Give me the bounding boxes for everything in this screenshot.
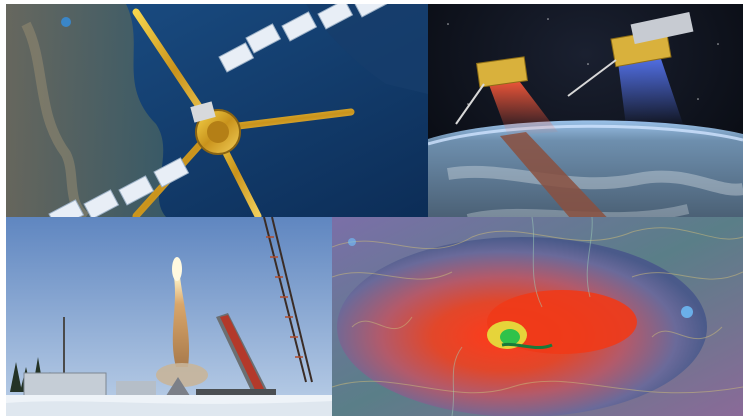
satellite-coastline-illustration bbox=[6, 4, 428, 217]
terrain-map-panel bbox=[332, 217, 743, 416]
rocket-launch-panel bbox=[6, 217, 332, 416]
satellite-coastline-panel bbox=[6, 4, 428, 217]
false-color-terrain-map bbox=[332, 217, 743, 416]
rocket-launch-photo bbox=[6, 217, 332, 416]
